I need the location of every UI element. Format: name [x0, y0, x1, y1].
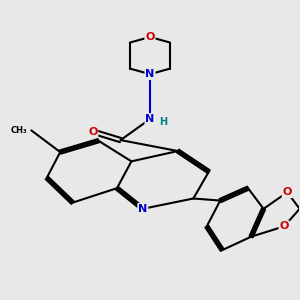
Text: N: N	[146, 114, 154, 124]
Text: N: N	[138, 204, 147, 214]
Text: N: N	[146, 69, 154, 79]
Text: O: O	[145, 32, 155, 42]
Text: O: O	[280, 221, 289, 231]
Text: O: O	[283, 187, 292, 197]
Text: H: H	[159, 116, 167, 127]
Text: CH₃: CH₃	[11, 126, 28, 135]
Text: O: O	[88, 127, 98, 137]
